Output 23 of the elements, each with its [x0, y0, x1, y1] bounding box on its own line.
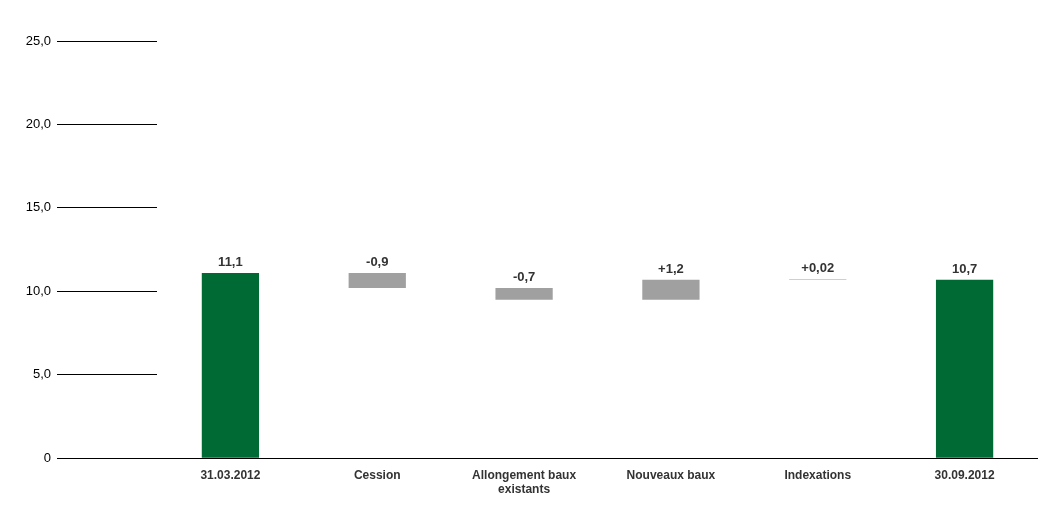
data-label: -0,7: [512, 269, 536, 285]
data-label: +1,2: [658, 260, 684, 276]
bar: [642, 279, 700, 300]
data-label: 10,7: [951, 260, 978, 276]
x-tick-label: 30.09.2012: [934, 467, 995, 482]
x-tick-label: Cession: [353, 467, 401, 482]
y-tick-label: 5,0: [32, 366, 51, 382]
x-tick-label: Indexations: [784, 467, 852, 482]
bar: [348, 272, 406, 288]
x-tick-label: Allongement baux existants: [472, 467, 577, 497]
data-label: +0,02: [801, 260, 835, 276]
bar: [201, 272, 260, 458]
x-tick-label: 31.03.2012: [200, 467, 261, 482]
y-tick-label: 10,0: [25, 282, 51, 298]
y-tick-label: 15,0: [25, 199, 51, 215]
bar: [935, 279, 994, 458]
y-tick-label: 0: [43, 449, 51, 465]
x-tick-label: Nouveaux baux: [626, 467, 716, 482]
bar: [495, 287, 553, 300]
y-tick-label: 20,0: [25, 116, 51, 132]
data-label: 11,1: [218, 254, 243, 270]
data-label: -0,9: [366, 254, 389, 270]
y-tick-label: 25,0: [25, 32, 51, 48]
